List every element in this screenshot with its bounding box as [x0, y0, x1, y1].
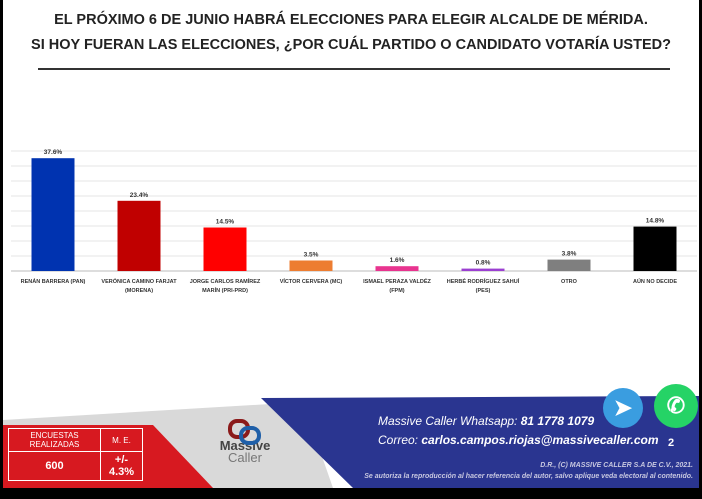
whatsapp-line: Massive Caller Whatsapp: 81 1778 1079 — [378, 414, 594, 428]
bar — [289, 260, 333, 271]
bar — [117, 200, 161, 271]
bar — [31, 158, 75, 271]
title-divider — [38, 68, 670, 70]
bar — [633, 226, 677, 271]
category-label: (FPM) — [389, 288, 404, 294]
bar — [375, 266, 419, 271]
massive-caller-logo: Massive Caller — [215, 418, 275, 464]
telegram-icon[interactable]: ➤ — [603, 388, 643, 428]
bar-chart: 37.6% RENÁN BARRERA (PAN) 23.4% VERÓNICA CA… — [11, 149, 697, 294]
email-line: Correo: carlos.campos.riojas@massivecall… — [378, 433, 659, 447]
data-label: 23.4% — [130, 192, 149, 199]
data-label: 1.6% — [390, 257, 405, 264]
category-label: HERBÉ RODRÍGUEZ SAHUÍ — [447, 277, 520, 285]
bar — [547, 259, 591, 271]
logo-text-2: Caller — [228, 450, 262, 465]
whatsapp-icon[interactable]: ✆ — [654, 384, 698, 428]
email-label: Correo: — [378, 433, 422, 447]
data-label: 14.8% — [646, 218, 665, 225]
category-label: (PES) — [476, 288, 491, 294]
category-label: MARÍN (PRI-PRD) — [202, 286, 248, 294]
bar — [203, 227, 247, 271]
category-label: JORGE CARLOS RAMÍREZ — [190, 277, 261, 285]
email-address[interactable]: carlos.campos.riojas@massivecaller.com — [421, 433, 659, 447]
page-number: 2 — [668, 437, 675, 449]
survey-stats-table: ENCUESTAS REALIZADAS M. E. 600 +/- 4.3% — [8, 428, 144, 481]
legal-notice: Se autoriza la reproducción al hacer ref… — [364, 473, 693, 480]
category-label: (MORENA) — [125, 288, 153, 294]
title-line-2: SI HOY FUERAN LAS ELECCIONES, ¿POR CUÁL … — [31, 37, 671, 53]
data-label: 0.8% — [476, 260, 491, 267]
data-label: 3.5% — [304, 252, 319, 259]
data-label: 37.6% — [44, 149, 63, 156]
surveys-header: ENCUESTAS REALIZADAS — [8, 428, 101, 452]
category-label: RENÁN BARRERA (PAN) — [21, 278, 86, 285]
data-label: 3.8% — [562, 251, 577, 258]
bar — [461, 268, 505, 271]
margin-error-value: +/- 4.3% — [99, 451, 144, 481]
category-label: AÚN NO DECIDE — [633, 278, 677, 285]
category-label: ISMAEL PERAZA VALDÉZ — [363, 277, 431, 285]
slide: EL PRÓXIMO 6 DE JUNIO HABRÁ ELECCIONES P… — [3, 0, 699, 488]
category-label: VERÓNICA CAMINO FARJAT — [101, 277, 177, 285]
title-line-1: EL PRÓXIMO 6 DE JUNIO HABRÁ ELECCIONES P… — [54, 12, 648, 28]
margin-error-header: M. E. — [99, 428, 144, 452]
surveys-value: 600 — [8, 451, 101, 481]
legal-copyright: D.R., (C) MASSIVE CALLER S.A DE C.V., 20… — [540, 462, 693, 469]
chat-bubbles-logo-icon — [228, 419, 261, 445]
whatsapp-number: 81 1778 1079 — [520, 414, 595, 428]
category-label: OTRO — [561, 279, 578, 285]
data-label: 14.5% — [216, 219, 235, 226]
whatsapp-label: Massive Caller Whatsapp: — [378, 414, 521, 428]
category-label: VÍCTOR CERVERA (MC) — [280, 277, 343, 285]
